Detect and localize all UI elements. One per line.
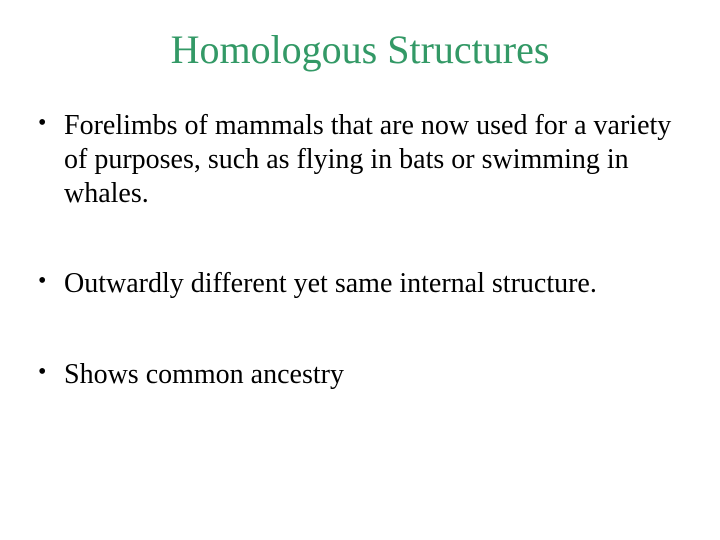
slide: Homologous Structures Forelimbs of mamma… — [0, 0, 720, 540]
list-item: Outwardly different yet same internal st… — [36, 267, 684, 301]
list-item: Shows common ancestry — [36, 358, 684, 392]
bullet-list: Forelimbs of mammals that are now used f… — [36, 109, 684, 392]
slide-title: Homologous Structures — [0, 0, 720, 85]
slide-body: Forelimbs of mammals that are now used f… — [0, 85, 720, 392]
list-item: Forelimbs of mammals that are now used f… — [36, 109, 684, 211]
